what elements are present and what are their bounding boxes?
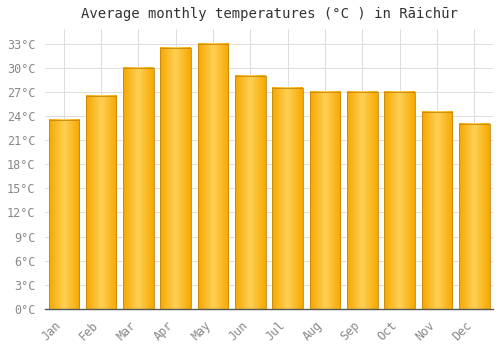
Bar	[48, 120, 79, 309]
Bar	[160, 48, 191, 309]
Title: Average monthly temperatures (°C ) in Rāichūr: Average monthly temperatures (°C ) in Rā…	[80, 7, 458, 21]
Bar	[235, 76, 266, 309]
Bar	[198, 43, 228, 309]
Bar	[86, 96, 117, 309]
Bar	[123, 68, 154, 309]
Bar	[384, 92, 415, 309]
Bar	[272, 88, 303, 309]
Bar	[310, 92, 340, 309]
Bar	[422, 112, 452, 309]
Bar	[459, 124, 490, 309]
Bar	[347, 92, 378, 309]
